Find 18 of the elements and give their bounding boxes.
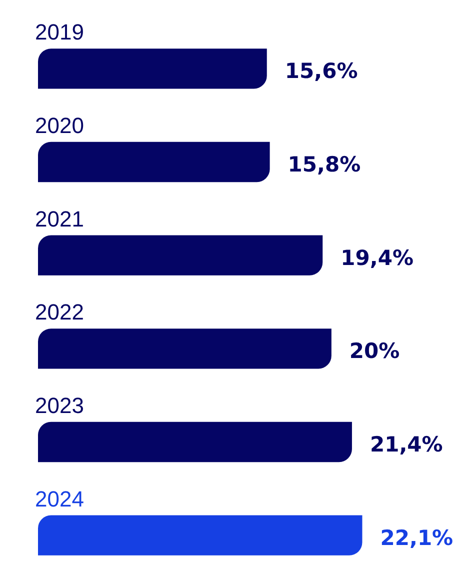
bar [38, 328, 332, 369]
data-label: 20% [349, 339, 400, 364]
data-label: 22,1% [380, 526, 454, 550]
bar [38, 48, 267, 89]
data-label: 15,6% [284, 59, 358, 84]
bar [38, 235, 323, 276]
y-tick-label: 2023 [35, 392, 84, 418]
bar [38, 422, 352, 462]
data-label: 21,4% [370, 432, 443, 456]
y-tick-label: 2021 [35, 206, 84, 232]
bar [38, 515, 362, 556]
bar [38, 142, 270, 182]
y-tick-label: 2024 [35, 486, 84, 512]
data-label: 19,4% [340, 246, 414, 270]
y-tick-label: 2020 [35, 112, 84, 138]
y-tick-label: 2022 [35, 300, 84, 325]
y-tick-label: 2019 [35, 20, 84, 45]
data-label: 15,8% [288, 152, 361, 176]
